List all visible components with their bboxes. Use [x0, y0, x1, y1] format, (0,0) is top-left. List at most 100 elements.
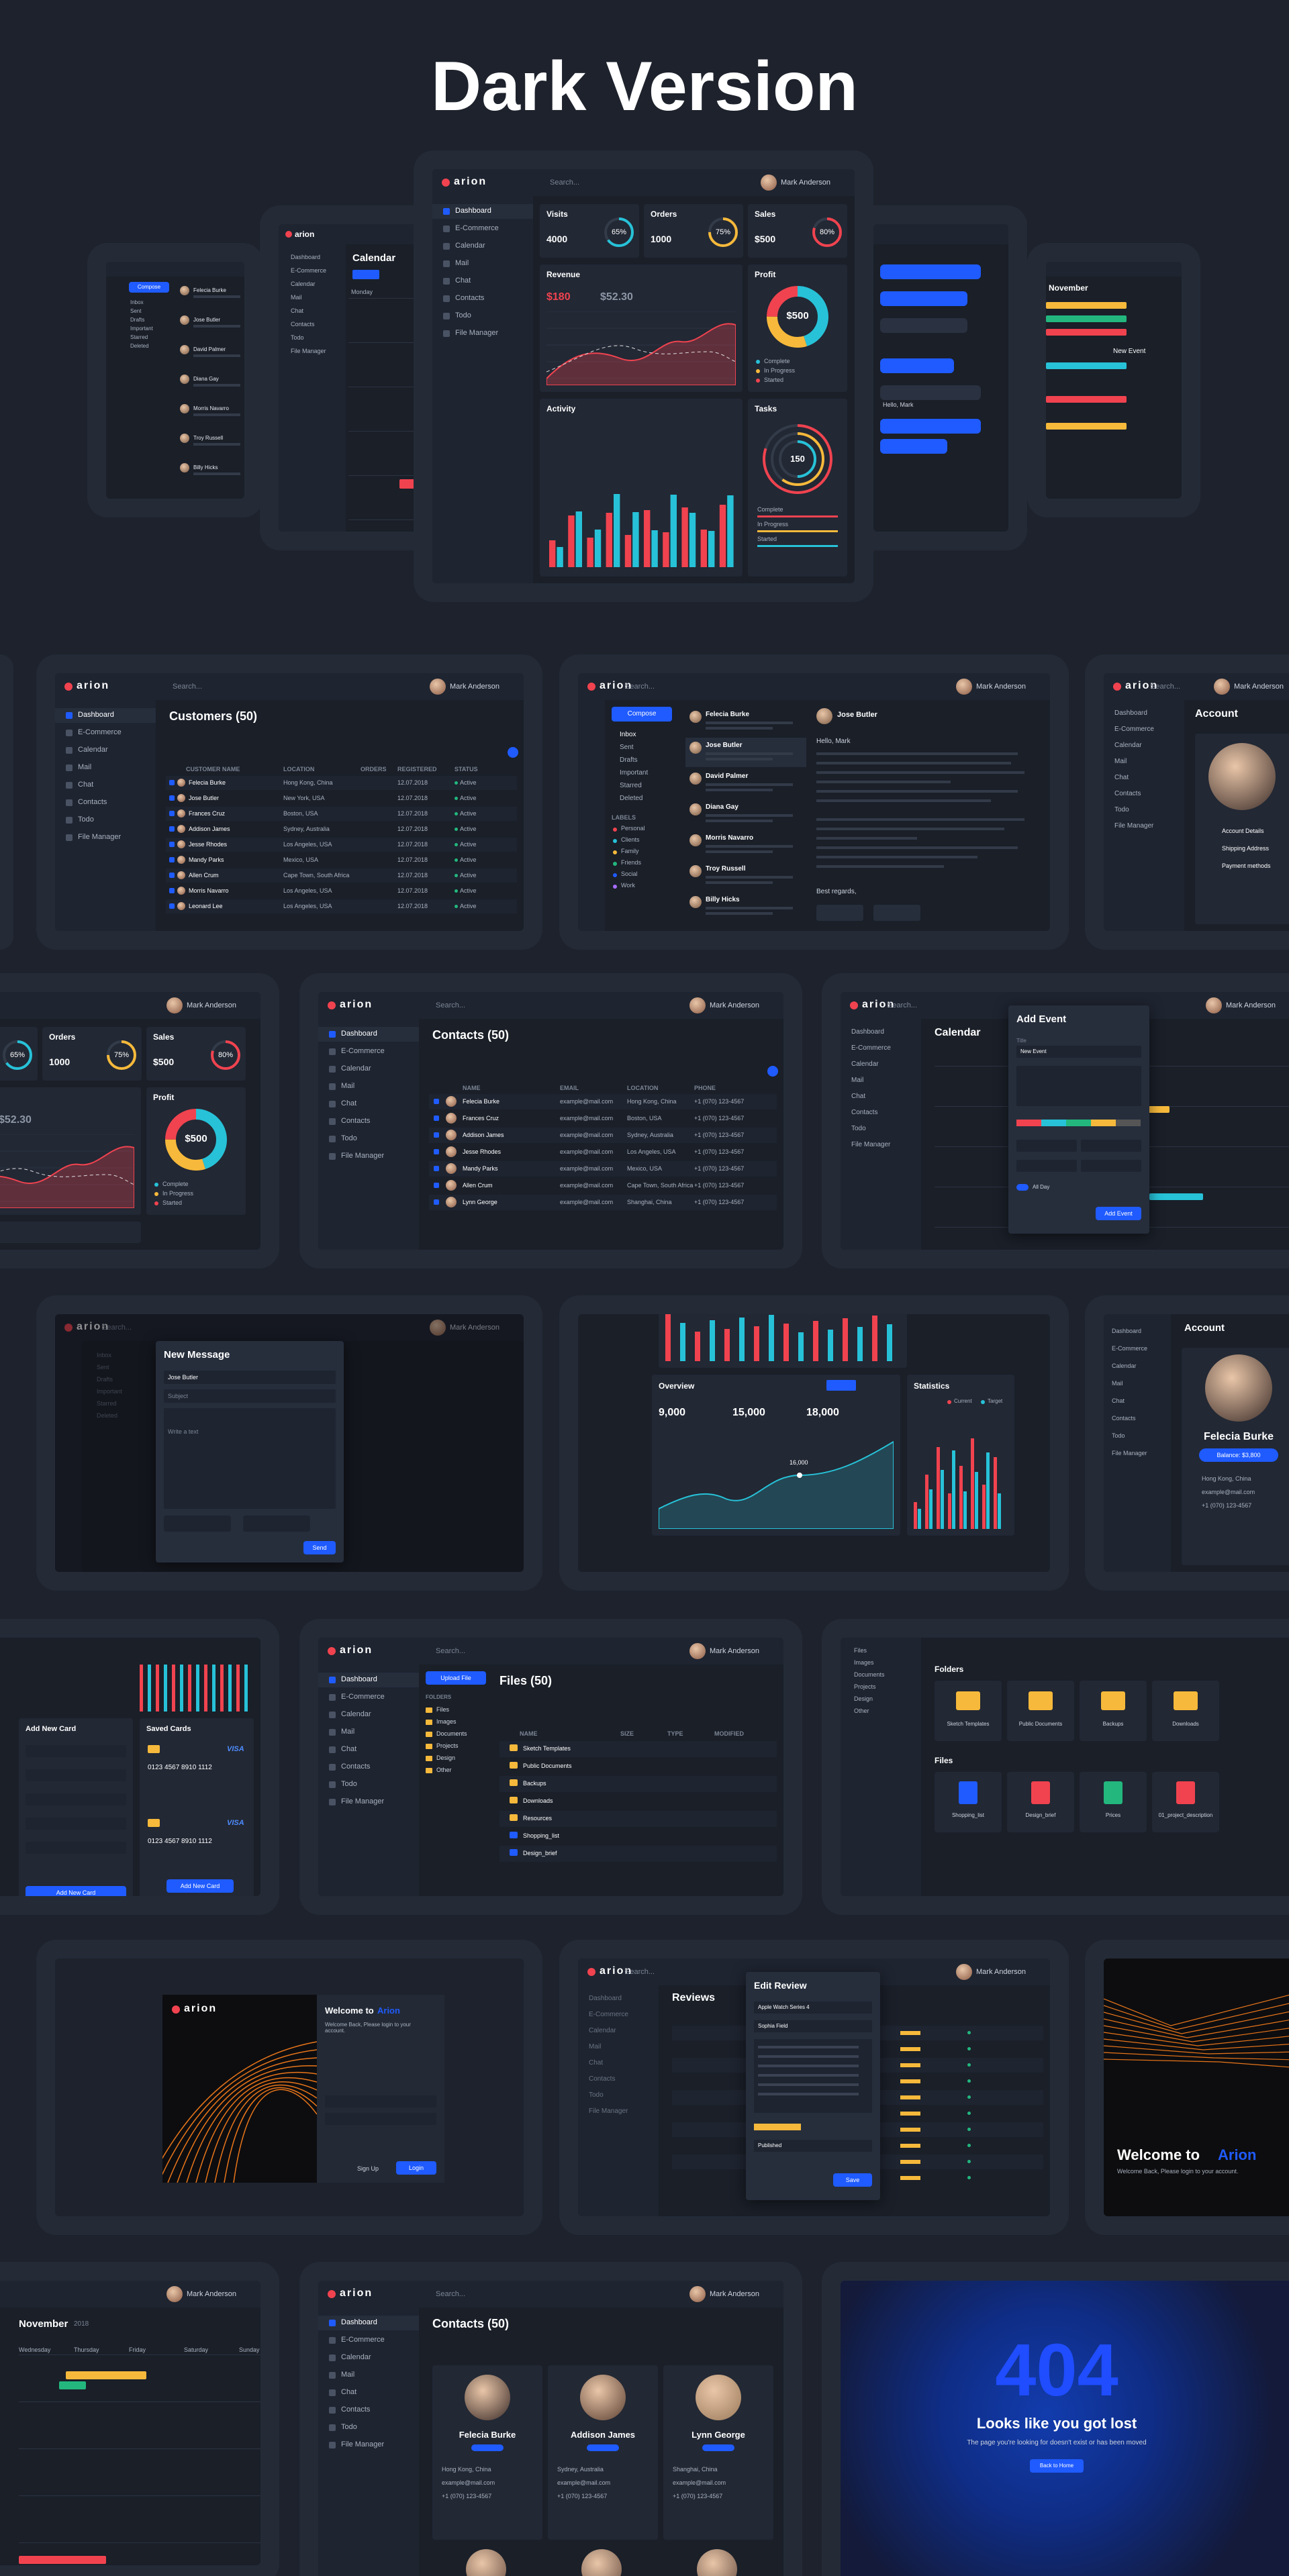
- nav-item[interactable]: Mail: [341, 2371, 355, 2379]
- nav-item[interactable]: Contacts: [341, 1763, 371, 1771]
- panel-title: Activity: [546, 404, 576, 413]
- nav-item[interactable]: Chat: [341, 1745, 357, 1753]
- nav-item[interactable]: Chat: [341, 2388, 357, 2396]
- nav-item[interactable]: Todo: [1114, 806, 1129, 813]
- nav-item[interactable]: E-Commerce: [341, 1693, 385, 1701]
- nav-item[interactable]: Todo: [341, 1780, 357, 1788]
- nav-item[interactable]: Mail: [291, 294, 302, 301]
- button[interactable]: Login: [396, 2161, 436, 2175]
- nav-item[interactable]: Contacts: [1114, 790, 1141, 797]
- nav-item[interactable]: Contacts: [455, 294, 485, 302]
- nav-item[interactable]: Chat: [1114, 774, 1129, 781]
- button[interactable]: Back to Home: [1030, 2459, 1084, 2473]
- nav-item[interactable]: E-Commerce: [291, 267, 327, 274]
- nav-item[interactable]: Chat: [455, 277, 471, 285]
- nav-item[interactable]: E-Commerce: [341, 1047, 385, 1055]
- cell: Jose Butler: [189, 795, 220, 801]
- nav-item[interactable]: File Manager: [341, 2440, 385, 2448]
- nav-item[interactable]: Todo: [341, 2423, 357, 2431]
- nav-item[interactable]: Mail: [455, 259, 469, 267]
- nav-item[interactable]: Calendar: [455, 242, 485, 250]
- nav-item[interactable]: File Manager: [851, 1141, 891, 1148]
- nav-item[interactable]: Mail: [851, 1077, 864, 1084]
- button[interactable]: Upload File: [426, 1671, 486, 1685]
- nav-item[interactable]: Mail: [1114, 758, 1127, 765]
- nav-item[interactable]: E-Commerce: [1114, 726, 1154, 733]
- nav-item[interactable]: Contacts: [78, 798, 107, 806]
- nav-item[interactable]: Calendar: [1112, 1363, 1137, 1369]
- nav-item[interactable]: Calendar: [291, 281, 316, 287]
- nav-item[interactable]: Dashboard: [851, 1028, 884, 1036]
- nav-item[interactable]: Dashboard: [589, 1995, 622, 2002]
- nav-item[interactable]: Chat: [291, 307, 304, 314]
- signup[interactable]: Sign Up: [357, 2165, 379, 2172]
- nav-item[interactable]: Dashboard: [341, 2318, 377, 2326]
- nav-item[interactable]: E-Commerce: [455, 224, 499, 232]
- nav-item[interactable]: E-Commerce: [341, 2336, 385, 2344]
- nav-item[interactable]: E-Commerce: [589, 2011, 628, 2018]
- nav-item[interactable]: E-Commerce: [1112, 1345, 1148, 1352]
- button[interactable]: Add New Card: [26, 1886, 126, 1896]
- nav-item[interactable]: Calendar: [589, 2027, 616, 2034]
- button[interactable]: Compose: [612, 707, 672, 722]
- nav-item[interactable]: Calendar: [341, 2353, 371, 2361]
- nav-item[interactable]: File Manager: [1114, 822, 1154, 830]
- nav-item[interactable]: E-Commerce: [78, 728, 122, 736]
- nav-item[interactable]: Dashboard: [455, 207, 491, 215]
- nav-item[interactable]: Contacts: [589, 2075, 616, 2083]
- nav-item[interactable]: Mail: [589, 2043, 602, 2050]
- button[interactable]: Add New Card: [166, 1879, 234, 1893]
- nav-item[interactable]: Contacts: [851, 1109, 878, 1116]
- nav-item[interactable]: Todo: [589, 2091, 604, 2099]
- button[interactable]: Send: [303, 1541, 336, 1554]
- nav-item[interactable]: Calendar: [341, 1064, 371, 1073]
- event-bar: [1143, 1106, 1169, 1113]
- nav-item[interactable]: File Manager: [291, 348, 326, 354]
- nav-item[interactable]: Todo: [455, 311, 471, 319]
- nav-item[interactable]: Calendar: [78, 746, 108, 754]
- button[interactable]: Compose: [129, 282, 169, 293]
- nav-item[interactable]: E-Commerce: [851, 1044, 891, 1052]
- nav-item[interactable]: File Manager: [341, 1797, 385, 1805]
- nav-item[interactable]: File Manager: [78, 833, 122, 841]
- nav-item[interactable]: File Manager: [341, 1152, 385, 1160]
- nav-item[interactable]: File Manager: [589, 2108, 628, 2115]
- nav-item[interactable]: Chat: [341, 1099, 357, 1107]
- nav-item[interactable]: Contacts: [291, 321, 315, 328]
- grid-line: [19, 2495, 260, 2496]
- nav-item[interactable]: Chat: [589, 2059, 604, 2067]
- panel: Backups: [1080, 1681, 1147, 1741]
- nav-item[interactable]: Todo: [851, 1125, 866, 1132]
- button[interactable]: Add Event: [1096, 1207, 1141, 1220]
- nav-item[interactable]: Mail: [1112, 1380, 1123, 1387]
- nav-item[interactable]: Dashboard: [291, 254, 321, 260]
- nav-item[interactable]: Chat: [78, 781, 94, 789]
- nav-item[interactable]: Todo: [1112, 1432, 1125, 1439]
- avatar: [581, 2549, 622, 2576]
- nav-item[interactable]: Dashboard: [341, 1030, 377, 1038]
- nav-item[interactable]: File Manager: [1112, 1450, 1147, 1456]
- nav-item[interactable]: Dashboard: [1112, 1328, 1142, 1334]
- nav-item[interactable]: Calendar: [341, 1710, 371, 1718]
- file-icon: [959, 1781, 977, 1804]
- nav-item[interactable]: Contacts: [341, 1117, 371, 1125]
- nav-item[interactable]: Mail: [341, 1082, 355, 1090]
- nav-item[interactable]: Dashboard: [341, 1675, 377, 1683]
- button[interactable]: Save: [833, 2173, 872, 2187]
- nav-item[interactable]: Chat: [1112, 1397, 1125, 1404]
- nav-item[interactable]: Chat: [851, 1093, 866, 1100]
- contact-name: Addison James: [570, 2430, 636, 2440]
- nav-item[interactable]: Todo: [78, 815, 94, 824]
- nav-item[interactable]: Todo: [291, 334, 304, 341]
- nav-item[interactable]: Calendar: [1114, 742, 1142, 749]
- nav-item[interactable]: Contacts: [341, 2406, 371, 2414]
- nav-item[interactable]: Dashboard: [1114, 709, 1147, 717]
- nav-item[interactable]: Dashboard: [78, 711, 114, 719]
- nav-item[interactable]: File Manager: [455, 329, 499, 337]
- nav-item[interactable]: Contacts: [1112, 1415, 1136, 1422]
- nav-item[interactable]: Calendar: [851, 1060, 879, 1068]
- nav-item[interactable]: Mail: [341, 1728, 355, 1736]
- nav-item[interactable]: Mail: [78, 763, 92, 771]
- nav-item[interactable]: Todo: [341, 1134, 357, 1142]
- cell: Active: [460, 856, 477, 863]
